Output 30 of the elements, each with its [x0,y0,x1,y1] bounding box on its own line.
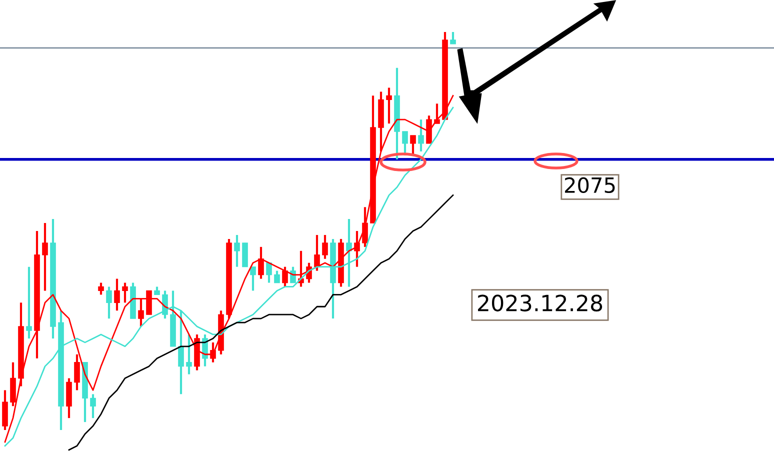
candlestick [42,222,48,292]
candlestick [114,278,120,312]
candlestick [290,266,296,284]
text: 2075 [565,177,615,194]
candlestick [90,393,96,420]
candlestick [258,246,264,280]
candlestick [234,234,240,268]
candlestick [410,134,416,156]
candlestick [346,218,352,288]
candlestick [138,298,144,328]
text: 2023.12.28 [478,294,602,312]
candlestick [122,282,128,304]
candlestick [274,270,280,284]
candlestick [74,353,80,392]
candlestick [26,266,32,340]
candlestick [450,30,456,45]
candlestick [266,262,272,284]
candlestick [282,266,288,288]
candlestick [186,333,192,376]
candlestick [322,234,328,260]
candlestick [418,118,424,152]
candlestick [250,266,256,292]
candlestick [98,282,104,296]
candlestick [178,310,184,396]
candlestick [386,86,392,125]
candlestick [66,377,72,420]
candlestick [426,114,432,144]
candlestick [106,286,112,320]
candlestick [10,361,16,408]
candlestick [314,234,320,272]
